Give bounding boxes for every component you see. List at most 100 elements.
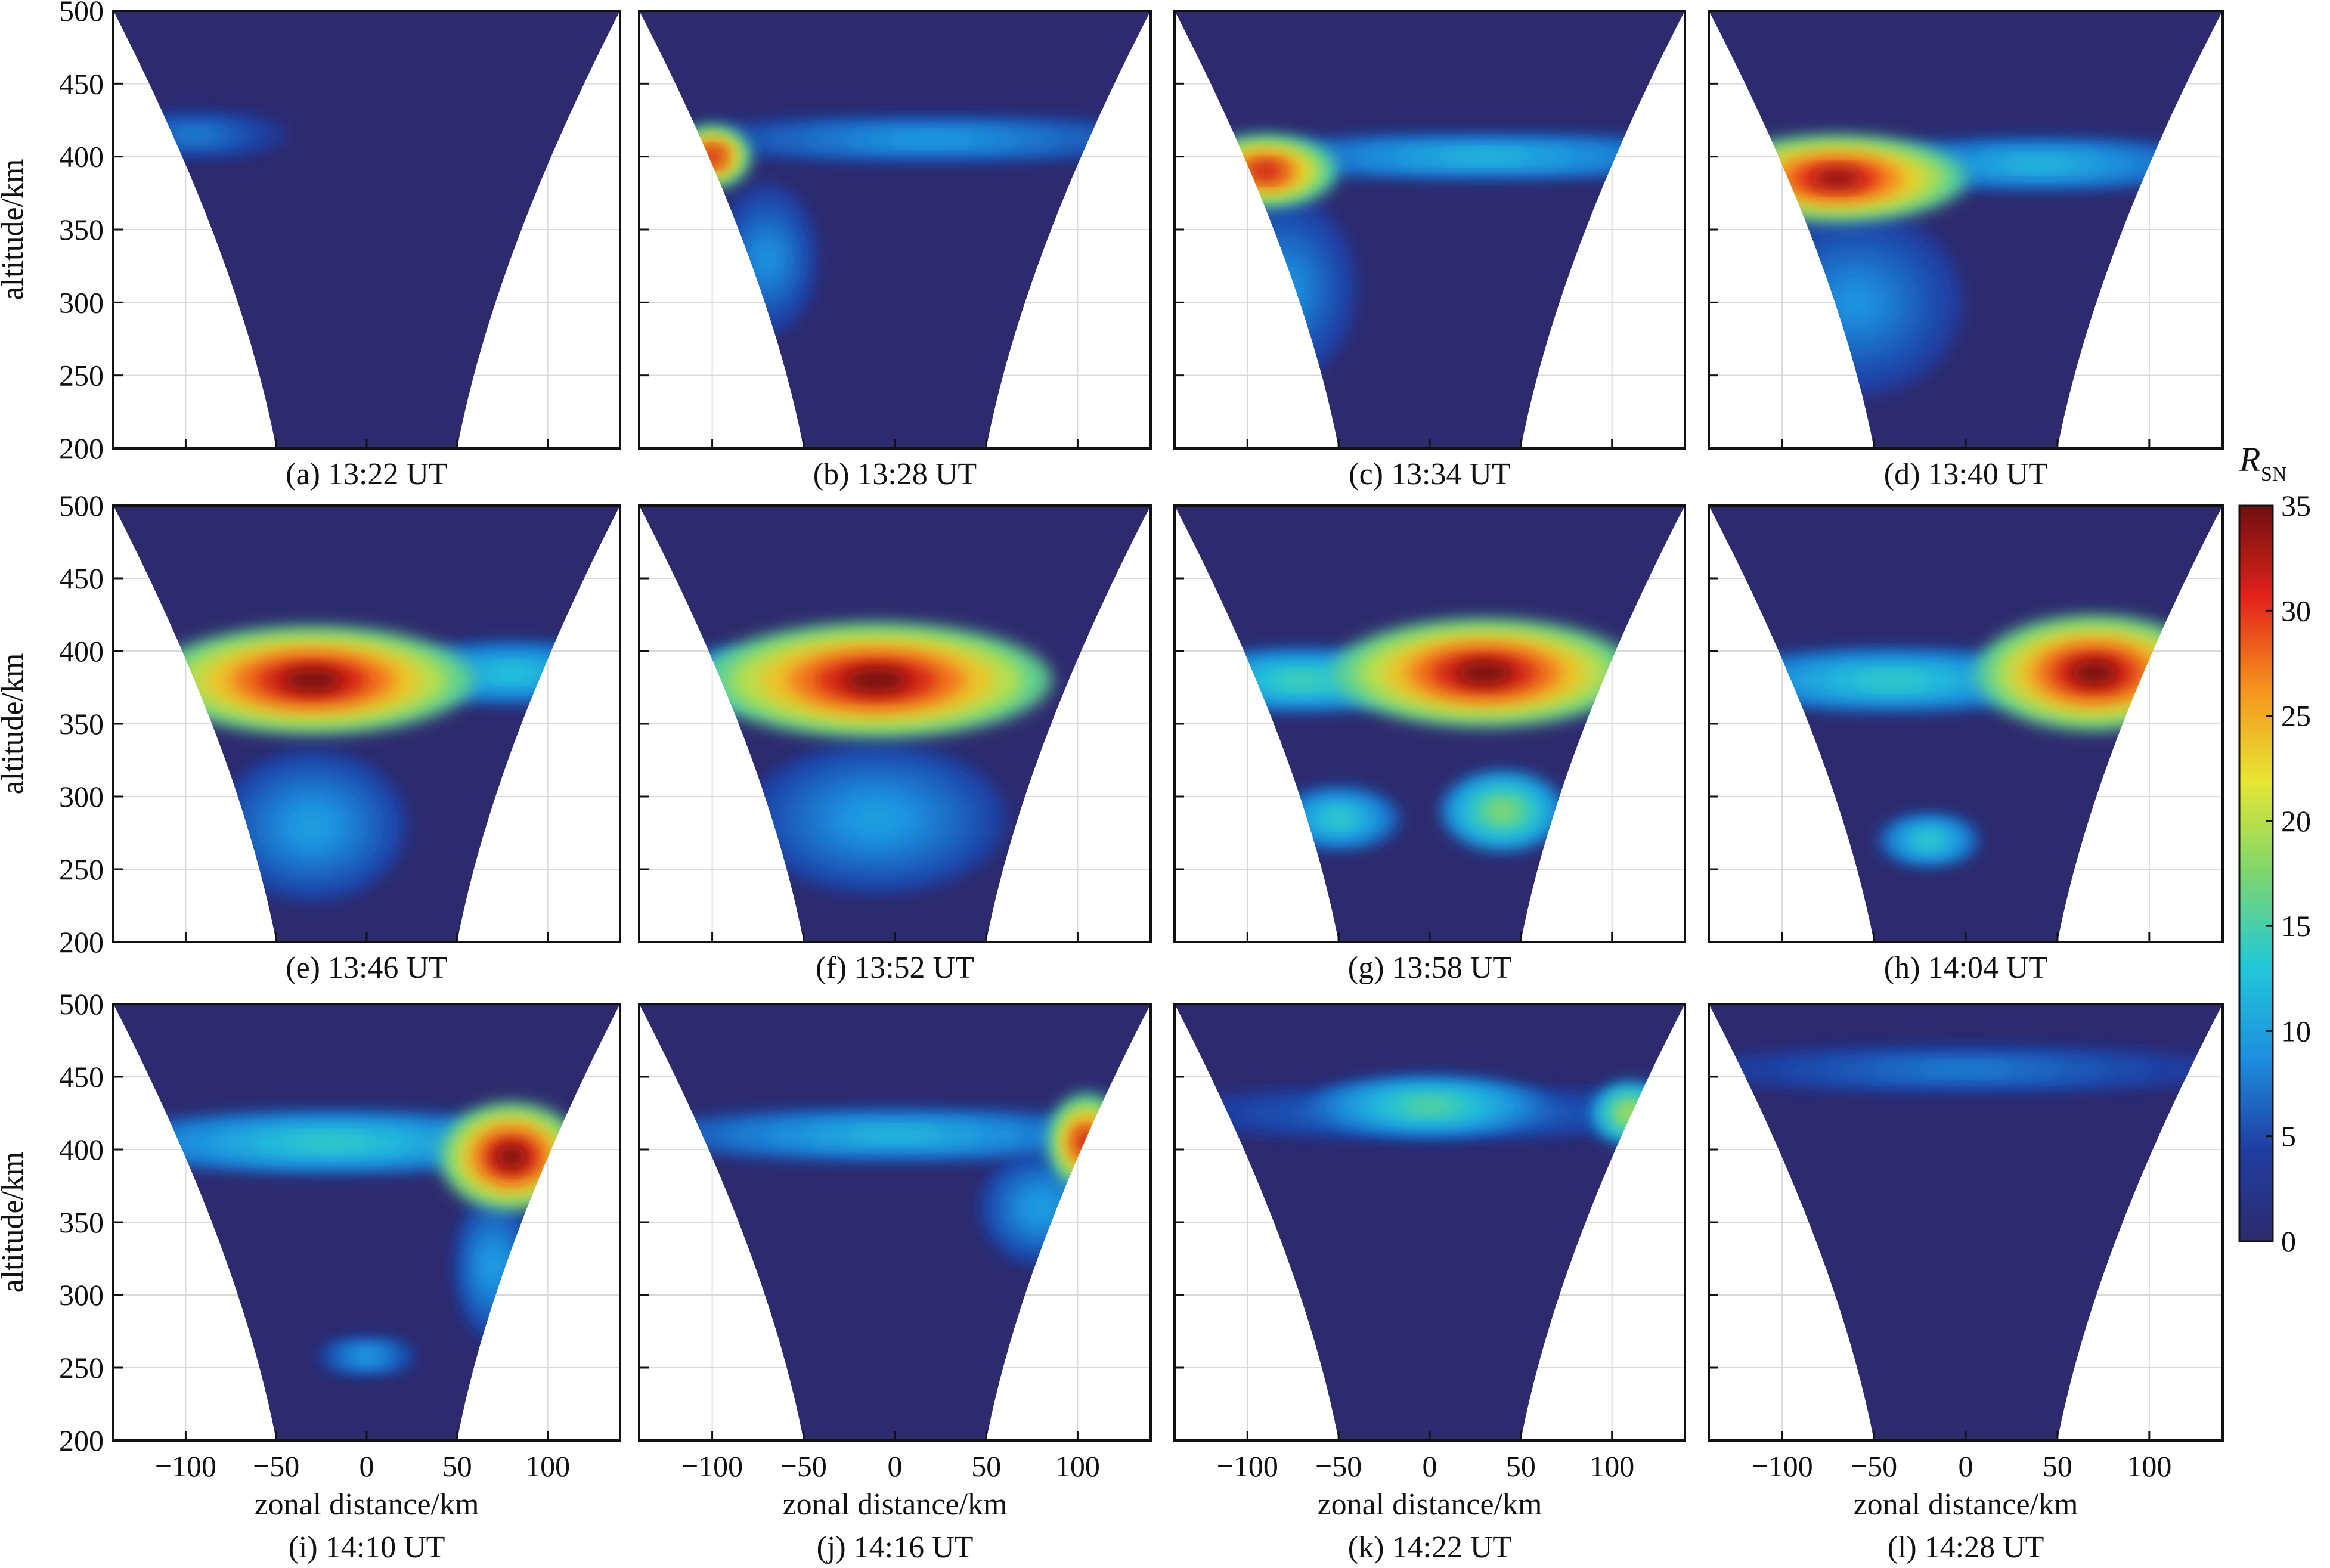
panel-f: (f) 13:52 UT bbox=[638, 504, 1152, 985]
x-tick-label: −50 bbox=[1315, 1449, 1362, 1483]
data-blob bbox=[886, 134, 977, 145]
panel-caption: (f) 13:52 UT bbox=[816, 951, 974, 985]
data-blob bbox=[852, 804, 901, 833]
panel-b: (b) 13:28 UT bbox=[638, 10, 1152, 491]
colorbar-tick-label: 10 bbox=[2281, 1014, 2311, 1048]
data-blob bbox=[1325, 811, 1352, 826]
data-blob bbox=[1277, 673, 1327, 687]
panel-caption: (b) 13:28 UT bbox=[813, 457, 977, 491]
colorbar-gradient bbox=[2238, 504, 2274, 1242]
data-blob bbox=[355, 1351, 378, 1361]
fov-background bbox=[639, 1004, 1151, 1440]
data-blob bbox=[176, 129, 213, 141]
colorbar-tick-label: 30 bbox=[2281, 594, 2311, 627]
panel-caption: (i) 14:10 UT bbox=[289, 1530, 445, 1564]
fov-background bbox=[1709, 1004, 2223, 1440]
panel-k: −100 −50 0 50 100 zonal distance/km (k) 14:22 … bbox=[1173, 1003, 1686, 1564]
fov-background bbox=[1175, 11, 1685, 448]
data-blob bbox=[1028, 1196, 1055, 1219]
x-tick-label: −50 bbox=[780, 1449, 827, 1483]
colorbar-tick-label: 25 bbox=[2281, 699, 2311, 733]
panel-d: (d) 13:40 UT bbox=[1708, 10, 2224, 491]
field-of-view bbox=[639, 11, 1151, 448]
data-blob bbox=[844, 668, 909, 692]
data-blob bbox=[282, 669, 343, 692]
x-tick-label: 0 bbox=[1959, 1449, 1973, 1483]
x-tick-label: −100 bbox=[1217, 1449, 1278, 1483]
data-blob bbox=[1407, 1099, 1452, 1113]
data-blob bbox=[2071, 661, 2117, 684]
data-blob bbox=[496, 1145, 526, 1168]
y-tick-label: 450 bbox=[59, 67, 104, 100]
data-blob bbox=[1439, 151, 1530, 162]
fov-background bbox=[1175, 506, 1685, 942]
y-tick-label: 300 bbox=[59, 780, 104, 813]
x-tick-label: −100 bbox=[155, 1449, 216, 1483]
x-tick-label: −100 bbox=[1752, 1449, 1813, 1483]
y-tick-label: 450 bbox=[59, 1060, 104, 1093]
colorbar-label: R bbox=[2239, 440, 2260, 479]
data-blob bbox=[849, 1129, 941, 1141]
panel-caption: (l) 14:28 UT bbox=[1888, 1530, 2044, 1564]
panel-e: 200 250 300 350 400 450 500 altitude/km (e) 13:4… bbox=[0, 489, 621, 985]
y-tick-label: 500 bbox=[59, 987, 104, 1021]
x-tick-label: 50 bbox=[971, 1449, 1001, 1483]
data-blob bbox=[2004, 157, 2074, 171]
data-blob bbox=[293, 811, 331, 841]
panel-i: 200 250 300 350 400 450 500 altitude/km −100 −50 0… bbox=[0, 987, 621, 1564]
y-tick-label: 250 bbox=[59, 853, 104, 886]
panel-caption: (j) 14:16 UT bbox=[817, 1530, 974, 1564]
field-of-view bbox=[113, 506, 620, 942]
y-axis-label: altitude/km bbox=[0, 653, 30, 795]
x-tick-label: 100 bbox=[2127, 1449, 2171, 1483]
colorbar-label-subscript: SN bbox=[2261, 463, 2286, 485]
panel-l: −100 −50 0 50 100 zonal distance/km (l) 14:28 … bbox=[1708, 1003, 2224, 1564]
fov-background bbox=[1709, 11, 2223, 448]
colorbar-tick-label: 15 bbox=[2281, 909, 2311, 943]
y-tick-label: 500 bbox=[59, 489, 104, 522]
panel-g: (g) 13:58 UT bbox=[1173, 504, 1686, 985]
data-blob bbox=[1071, 1124, 1102, 1160]
data-blob bbox=[489, 665, 534, 680]
data-blob bbox=[1269, 270, 1299, 306]
y-axis-label: altitude/km bbox=[0, 159, 30, 300]
y-tick-label: 300 bbox=[59, 286, 104, 319]
y-tick-label: 400 bbox=[59, 140, 104, 173]
panel-caption: (k) 14:22 UT bbox=[1348, 1530, 1511, 1564]
y-axis-label: altitude/km bbox=[0, 1152, 30, 1293]
y-tick-label: 200 bbox=[59, 1424, 104, 1457]
x-axis-label: zonal distance/km bbox=[1318, 1488, 1542, 1521]
y-tick-label: 350 bbox=[59, 213, 104, 246]
y-tick-label: 300 bbox=[59, 1278, 104, 1312]
panel-caption: (c) 13:34 UT bbox=[1349, 457, 1510, 491]
panel-caption: (d) 13:40 UT bbox=[1884, 457, 2047, 491]
colorbar: R SN 0 5 10 15 20 25 30 35 bbox=[2238, 440, 2311, 1258]
y-tick-label: 450 bbox=[59, 562, 104, 595]
y-tick-label: 500 bbox=[59, 0, 104, 27]
y-tick-label: 200 bbox=[59, 925, 104, 959]
panel-caption: (h) 14:04 UT bbox=[1884, 951, 2047, 985]
panel-caption: (e) 13:46 UT bbox=[286, 951, 447, 985]
panel-j: −100 −50 0 50 100 zonal distance/km (j) 14:16 … bbox=[638, 1003, 1152, 1564]
colorbar-tick-label: 35 bbox=[2281, 489, 2311, 522]
panel-a: 200 250 300 350 400 450 500 altitude/km (a) 13:2… bbox=[0, 0, 621, 491]
x-axis-label: zonal distance/km bbox=[1854, 1488, 2078, 1521]
x-tick-label: −50 bbox=[1851, 1449, 1897, 1483]
colorbar-tick-label: 0 bbox=[2281, 1225, 2296, 1258]
y-tick-label: 350 bbox=[59, 707, 104, 740]
y-tick-label: 400 bbox=[59, 1133, 104, 1166]
data-blob bbox=[1250, 163, 1281, 179]
colorbar-tick-label: 5 bbox=[2281, 1120, 2296, 1153]
x-tick-label: 50 bbox=[1506, 1449, 1536, 1483]
data-blob bbox=[755, 244, 779, 274]
data-blob bbox=[1812, 169, 1862, 188]
field-of-view bbox=[1709, 1004, 2223, 1440]
data-blob bbox=[1835, 284, 1877, 320]
fov-background bbox=[1709, 506, 2223, 942]
x-tick-label: −50 bbox=[253, 1449, 299, 1483]
data-blob bbox=[1858, 673, 1927, 687]
x-tick-label: 100 bbox=[1055, 1449, 1100, 1483]
colorbar-tick-label: 20 bbox=[2281, 804, 2311, 838]
